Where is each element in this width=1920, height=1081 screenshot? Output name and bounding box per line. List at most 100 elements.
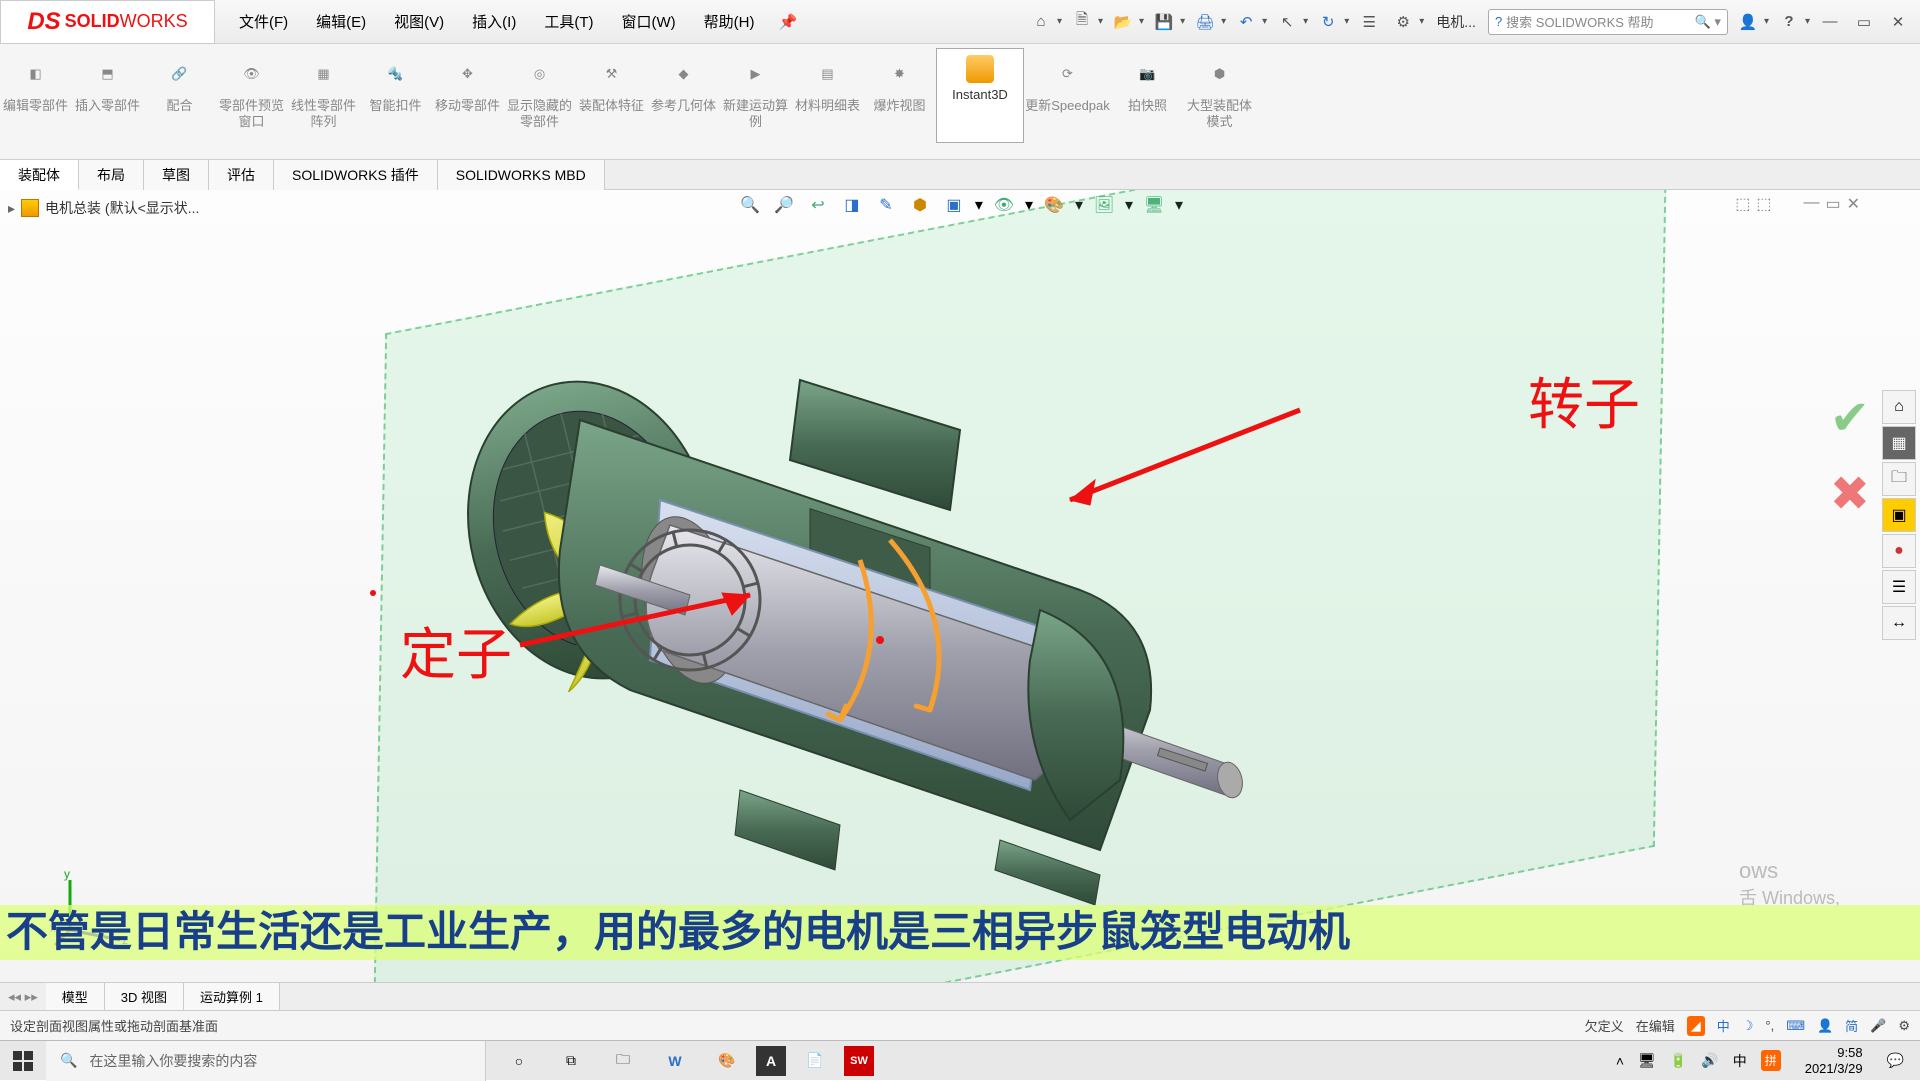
vp-min-icon[interactable]: — xyxy=(1803,194,1819,214)
ribbon-linear-pattern[interactable]: ▦线性零部件阵列 xyxy=(288,48,360,143)
tray-notifications-icon[interactable]: 💬 xyxy=(1887,1052,1904,1069)
ribbon-preview-window[interactable]: 👁零部件预览窗口 xyxy=(216,48,288,143)
tab-assembly[interactable]: 装配体 xyxy=(0,160,79,190)
zoom-area-icon[interactable]: 🔎 xyxy=(771,192,797,218)
ribbon-speedpak[interactable]: ⟳更新Speedpak xyxy=(1024,48,1112,143)
help-icon[interactable]: ? xyxy=(1775,8,1803,36)
menu-insert[interactable]: 插入(I) xyxy=(458,0,530,44)
settings-icon[interactable]: ⚙ xyxy=(1389,8,1417,36)
ribbon-assembly-features[interactable]: ⚒装配体特征 xyxy=(576,48,648,143)
ribbon-show-hidden[interactable]: ◎显示隐藏的零部件 xyxy=(504,48,576,143)
ribbon-bom[interactable]: ▤材料明细表 xyxy=(792,48,864,143)
undo-icon[interactable]: ↶ xyxy=(1232,8,1260,36)
confirm-ok-icon[interactable]: ✔ xyxy=(1830,390,1870,446)
prev-view-icon[interactable]: ↩ xyxy=(805,192,831,218)
start-button[interactable] xyxy=(0,1041,46,1081)
ribbon-snapshot[interactable]: 📷拍快照 xyxy=(1112,48,1184,143)
tab-motion1[interactable]: 运动算例 1 xyxy=(184,983,280,1011)
taskpane-appearance-icon[interactable]: ● xyxy=(1882,534,1916,568)
tab-model[interactable]: 模型 xyxy=(46,983,105,1011)
tray-ime[interactable]: 中 xyxy=(1733,1051,1747,1071)
menu-file[interactable]: 文件(F) xyxy=(225,0,302,44)
dyn-annot-icon[interactable]: ✎ xyxy=(873,192,899,218)
ribbon-exploded-view[interactable]: ✸爆炸视图 xyxy=(864,48,936,143)
taskbar-autocad-icon[interactable]: A xyxy=(756,1046,786,1076)
ribbon-mate[interactable]: 🔗配合 xyxy=(144,48,216,143)
taskpane-forum-icon[interactable]: ↔ xyxy=(1882,606,1916,640)
taskbar-search[interactable]: 🔍在这里输入你要搜索的内容 xyxy=(46,1041,486,1081)
tab-layout[interactable]: 布局 xyxy=(79,160,144,190)
taskpane-home-icon[interactable]: ⌂ xyxy=(1882,390,1916,424)
ribbon-instant3d[interactable]: Instant3D xyxy=(936,48,1024,143)
vp-close-icon[interactable]: ✕ xyxy=(1847,194,1860,214)
tray-chevron-icon[interactable]: ˄ xyxy=(1616,1053,1624,1069)
status-moon-icon[interactable]: ☽ xyxy=(1742,1018,1754,1034)
ribbon-insert-component[interactable]: ⬒插入零部件 xyxy=(72,48,144,143)
menu-tools[interactable]: 工具(T) xyxy=(530,0,607,44)
graphics-viewport[interactable]: 🔍 🔎 ↩ ◨ ✎ ⬢ ▣▾ 👁▾ 🎨▾ 🖼▾ 🖥▾ ▸ 电机总装 (默认<显示… xyxy=(0,190,1920,1010)
tray-clock[interactable]: 9:582021/3/29 xyxy=(1795,1045,1873,1076)
ribbon-ref-geometry[interactable]: ◆参考几何体 xyxy=(648,48,720,143)
status-gear-icon[interactable]: ⚙ xyxy=(1898,1018,1910,1034)
tray-volume-icon[interactable]: 🔊 xyxy=(1701,1052,1718,1069)
vp-prev-icon[interactable]: ⬚ xyxy=(1735,194,1750,214)
tab-evaluate[interactable]: 评估 xyxy=(209,160,274,190)
options-list-icon[interactable]: ☰ xyxy=(1355,8,1383,36)
menu-edit[interactable]: 编辑(E) xyxy=(302,0,380,44)
feature-tree-root[interactable]: ▸ 电机总装 (默认<显示状... xyxy=(8,198,199,218)
print-icon[interactable]: 🖨 xyxy=(1191,8,1219,36)
menu-window[interactable]: 窗口(W) xyxy=(607,0,689,44)
ribbon-edit-component[interactable]: ◧编辑零部件 xyxy=(0,48,72,143)
menu-help[interactable]: 帮助(H) xyxy=(690,0,769,44)
pin-icon[interactable]: 📌 xyxy=(778,13,797,31)
help-search[interactable]: ?搜索 SOLIDWORKS 帮助 🔍 ▾ xyxy=(1488,9,1728,35)
home-icon[interactable]: ⌂ xyxy=(1027,8,1055,36)
taskbar-explorer-icon[interactable]: 🗀 xyxy=(600,1041,646,1081)
new-icon[interactable]: 🗎 xyxy=(1068,8,1096,36)
user-icon[interactable]: 👤 xyxy=(1734,8,1762,36)
taskbar-taskview-icon[interactable]: ⧉ xyxy=(548,1041,594,1081)
display-style-icon[interactable]: ▣ xyxy=(941,192,967,218)
taskbar-pdf-icon[interactable]: 📄 xyxy=(792,1041,838,1081)
confirm-cancel-icon[interactable]: ✖ xyxy=(1830,466,1870,522)
ribbon-motion-study[interactable]: ▶新建运动算例 xyxy=(720,48,792,143)
section-view-icon[interactable]: ◨ xyxy=(839,192,865,218)
tray-usb-icon[interactable]: 🖥 xyxy=(1638,1052,1656,1069)
ribbon-large-assembly[interactable]: ⬢大型装配体模式 xyxy=(1184,48,1256,143)
zoom-fit-icon[interactable]: 🔍 xyxy=(737,192,763,218)
open-icon[interactable]: 📂 xyxy=(1109,8,1137,36)
taskpane-resources-icon[interactable]: ▦ xyxy=(1882,426,1916,460)
taskpane-properties-icon[interactable]: ☰ xyxy=(1882,570,1916,604)
status-keyboard-icon[interactable]: ⌨ xyxy=(1786,1018,1805,1034)
status-ime[interactable]: 中 xyxy=(1717,1016,1730,1035)
vp-max-icon[interactable]: ▭ xyxy=(1825,194,1840,214)
tab-sketch[interactable]: 草图 xyxy=(144,160,209,190)
minimize-icon[interactable]: — xyxy=(1816,8,1844,36)
svg-text:y: y xyxy=(64,870,70,881)
taskbar-cortana-icon[interactable]: ○ xyxy=(496,1041,542,1081)
tab-addins[interactable]: SOLIDWORKS 插件 xyxy=(274,160,438,190)
maximize-icon[interactable]: ▭ xyxy=(1850,8,1878,36)
taskbar-word-icon[interactable]: W xyxy=(652,1041,698,1081)
ribbon-smart-fasteners[interactable]: 🔩智能扣件 xyxy=(360,48,432,143)
taskpane-view-icon[interactable]: ▣ xyxy=(1882,498,1916,532)
select-icon[interactable]: ↖ xyxy=(1273,8,1301,36)
ribbon-move-component[interactable]: ✥移动零部件 xyxy=(432,48,504,143)
rebuild-icon[interactable]: ↻ xyxy=(1314,8,1342,36)
tray-battery-icon[interactable]: 🔋 xyxy=(1670,1052,1687,1069)
expand-icon[interactable]: ▸ xyxy=(8,200,15,217)
tab-mbd[interactable]: SOLIDWORKS MBD xyxy=(438,160,605,190)
menu-view[interactable]: 视图(V) xyxy=(380,0,458,44)
status-person-icon[interactable]: 👤 xyxy=(1817,1018,1833,1034)
tab-3dview[interactable]: 3D 视图 xyxy=(105,983,184,1011)
status-simp-icon[interactable]: 简 xyxy=(1845,1016,1858,1035)
taskbar-paint-icon[interactable]: 🎨 xyxy=(704,1041,750,1081)
tray-input-icon[interactable]: 拼 xyxy=(1761,1050,1781,1071)
view-orient-icon[interactable]: ⬢ xyxy=(907,192,933,218)
taskpane-library-icon[interactable]: 🗀 xyxy=(1882,462,1916,496)
close-icon[interactable]: ✕ xyxy=(1884,8,1912,36)
vp-next-icon[interactable]: ⬚ xyxy=(1756,194,1771,214)
status-mic-icon[interactable]: 🎤 xyxy=(1870,1018,1886,1034)
save-icon[interactable]: 💾 xyxy=(1150,8,1178,36)
taskbar-solidworks-icon[interactable]: SW xyxy=(844,1046,874,1076)
